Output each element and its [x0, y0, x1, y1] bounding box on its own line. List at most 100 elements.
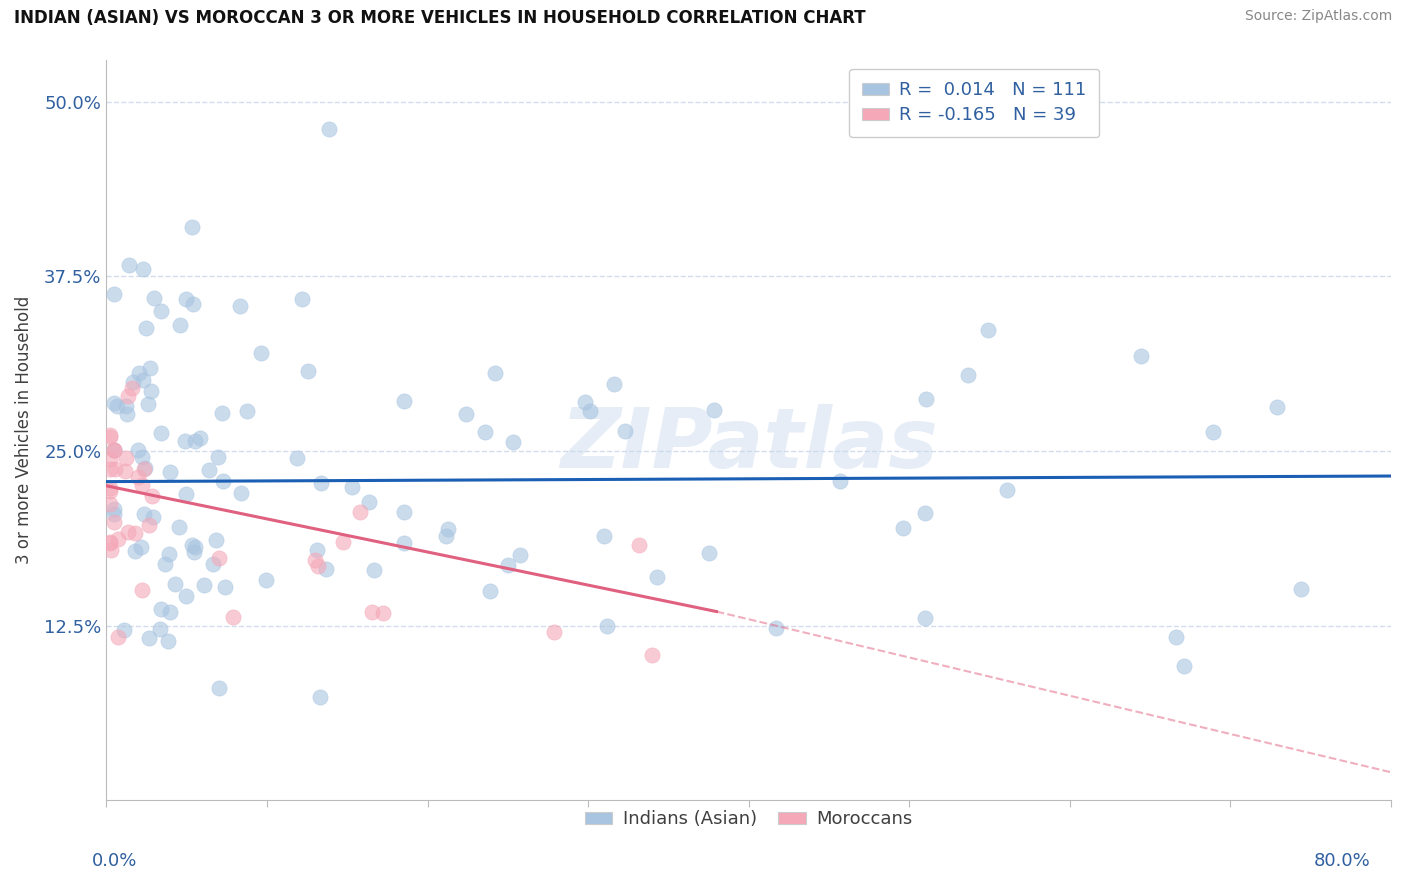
Point: [484, 367, 506, 381]
Point: [98, 462, 121, 476]
Point: [891, 521, 914, 535]
Point: [163, 577, 186, 591]
Point: [342, 480, 364, 494]
Point: [121, 375, 143, 389]
Point: [174, 487, 197, 501]
Point: [285, 450, 308, 465]
Point: [98, 497, 121, 511]
Point: [765, 621, 787, 635]
Point: [167, 520, 190, 534]
Point: [181, 297, 204, 311]
Point: [360, 605, 382, 619]
Point: [207, 551, 229, 566]
Point: [174, 434, 197, 448]
Legend: Indians (Asian), Moroccans: Indians (Asian), Moroccans: [578, 803, 920, 836]
Point: [180, 220, 202, 235]
Point: [349, 505, 371, 519]
Point: [98, 430, 121, 444]
Point: [134, 461, 156, 475]
Point: [131, 583, 153, 598]
Point: [1289, 582, 1312, 596]
Point: [478, 583, 501, 598]
Point: [103, 502, 125, 516]
Point: [141, 489, 163, 503]
Point: [149, 304, 172, 318]
Point: [914, 392, 936, 407]
Point: [212, 474, 235, 488]
Point: [115, 407, 138, 421]
Point: [114, 464, 136, 478]
Point: [159, 605, 181, 619]
Point: [1202, 425, 1225, 439]
Point: [579, 403, 602, 417]
Point: [138, 518, 160, 533]
Point: [208, 681, 231, 695]
Text: 0.0%: 0.0%: [91, 852, 136, 870]
Point: [603, 377, 626, 392]
Point: [574, 395, 596, 409]
Point: [229, 299, 252, 313]
Point: [1130, 349, 1153, 363]
Point: [149, 622, 172, 636]
Point: [132, 373, 155, 387]
Point: [143, 291, 166, 305]
Point: [595, 618, 617, 632]
Point: [222, 610, 245, 624]
Point: [363, 563, 385, 577]
Point: [115, 450, 138, 465]
Point: [153, 558, 176, 572]
Point: [307, 543, 329, 558]
Y-axis label: 3 or more Vehicles in Household: 3 or more Vehicles in Household: [15, 296, 32, 564]
Point: [134, 507, 156, 521]
Point: [254, 573, 277, 587]
Point: [474, 425, 496, 439]
Point: [139, 361, 162, 376]
Point: [128, 367, 150, 381]
Point: [117, 389, 139, 403]
Point: [315, 562, 337, 576]
Point: [149, 425, 172, 440]
Point: [956, 368, 979, 382]
Point: [373, 606, 395, 620]
Point: [645, 570, 668, 584]
Point: [207, 450, 229, 465]
Point: [1173, 659, 1195, 673]
Point: [509, 548, 531, 562]
Point: [211, 406, 233, 420]
Point: [205, 533, 228, 547]
Point: [193, 578, 215, 592]
Point: [318, 122, 340, 136]
Text: ZIPatlas: ZIPatlas: [560, 404, 938, 485]
Point: [184, 540, 207, 554]
Point: [976, 323, 998, 337]
Point: [103, 443, 125, 458]
Point: [641, 648, 664, 663]
Point: [392, 536, 415, 550]
Point: [103, 515, 125, 529]
Point: [1164, 630, 1187, 644]
Point: [392, 504, 415, 518]
Point: [131, 450, 153, 464]
Point: [103, 462, 125, 476]
Point: [309, 476, 332, 491]
Point: [437, 522, 460, 536]
Point: [157, 547, 180, 561]
Point: [129, 540, 152, 554]
Point: [135, 320, 157, 334]
Point: [103, 442, 125, 457]
Point: [502, 435, 524, 450]
Point: [157, 634, 180, 648]
Point: [142, 510, 165, 524]
Point: [543, 624, 565, 639]
Point: [114, 399, 136, 413]
Point: [183, 545, 205, 559]
Point: [359, 495, 381, 509]
Point: [703, 402, 725, 417]
Point: [138, 631, 160, 645]
Point: [291, 292, 314, 306]
Point: [1265, 401, 1288, 415]
Point: [98, 451, 121, 466]
Point: [231, 485, 253, 500]
Point: [127, 443, 149, 458]
Point: [132, 462, 155, 476]
